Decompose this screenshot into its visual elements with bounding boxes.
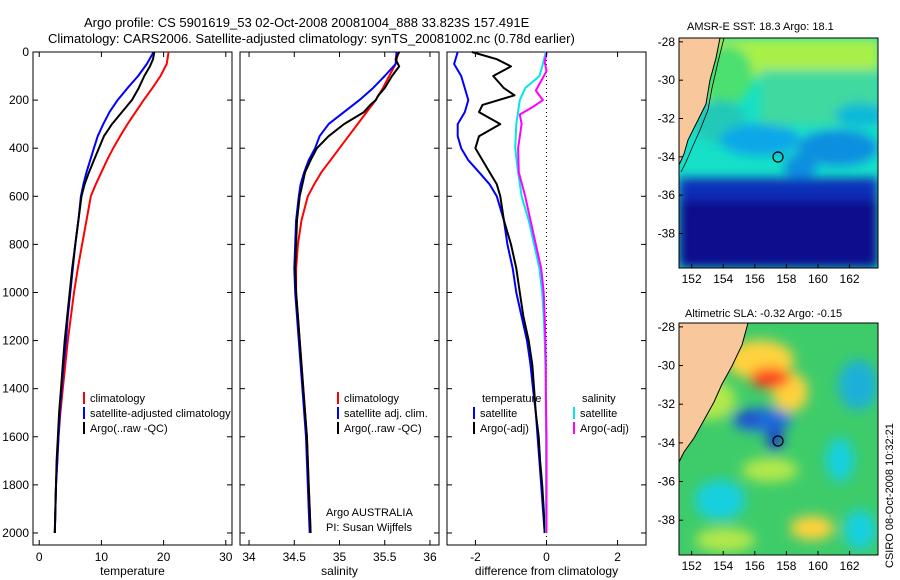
sla-map-title: Altimetric SLA: -0.32 Argo: -0.15 bbox=[685, 308, 842, 320]
y-tick-label: 1600 bbox=[2, 430, 29, 444]
legend-group-salinity: salinity bbox=[582, 393, 616, 405]
lon-tick-label: 158 bbox=[776, 272, 796, 286]
series-temperature-argo-adj- bbox=[471, 51, 546, 534]
legend-label-satellite: satellite-adjusted climatology bbox=[90, 408, 231, 420]
legend-group-temperature: temperature bbox=[482, 393, 541, 405]
australia-land bbox=[679, 38, 720, 165]
lat-tick-label: -38 bbox=[658, 227, 676, 241]
temperature-profile-panel: 0 10 20 30 0 200 400 600 800 1000 1200 1400 1600 1800… bbox=[2, 45, 232, 578]
argo-float-marker bbox=[772, 435, 784, 447]
sla-map-field bbox=[679, 323, 878, 555]
legend-label-sal-argo: Argo(-adj) bbox=[580, 423, 629, 435]
legend-label-sal-satellite: satellite bbox=[580, 408, 617, 420]
y-tick-label: 600 bbox=[9, 189, 29, 203]
temperature-legend: climatology satellite-adjusted climatolo… bbox=[83, 392, 231, 435]
credit-pi: PI: Susan Wijffels bbox=[326, 522, 412, 534]
legend-label-climatology: climatology bbox=[90, 393, 146, 405]
legend-label-temp-satellite: satellite bbox=[480, 408, 517, 420]
y-tick-label: 1800 bbox=[2, 478, 29, 492]
series-salinity-argo-adj- bbox=[517, 51, 548, 533]
legend-label-temp-argo: Argo(-adj) bbox=[480, 423, 529, 435]
lon-tick-label: 162 bbox=[840, 272, 860, 286]
x-tick-label: 35 bbox=[333, 550, 347, 564]
lat-tick-label: -28 bbox=[658, 320, 676, 334]
lat-tick-label: -32 bbox=[658, 397, 676, 411]
figure-title-line2: Climatology: CARS2006. Satellite-adjuste… bbox=[48, 31, 575, 46]
y-tick-label: 400 bbox=[9, 141, 29, 155]
lat-tick-label: -34 bbox=[658, 150, 676, 164]
y-tick-label: 2000 bbox=[2, 526, 29, 540]
lon-tick-label: 152 bbox=[682, 272, 702, 286]
x-tick-label: 34.5 bbox=[283, 550, 307, 564]
lon-tick-label: 160 bbox=[808, 272, 828, 286]
plot-area bbox=[239, 51, 440, 546]
legend-label-argo: Argo(..raw -QC) bbox=[90, 423, 168, 435]
x-tick-label: 20 bbox=[157, 550, 171, 564]
lat-tick-label: -32 bbox=[658, 112, 676, 126]
y-tick-label: 1400 bbox=[2, 382, 29, 396]
x-axis-label: temperature bbox=[100, 564, 165, 578]
lat-tick-label: -28 bbox=[658, 35, 676, 49]
x-tick-label: 35.5 bbox=[373, 550, 397, 564]
credit-agency: Argo AUSTRALIA bbox=[326, 507, 413, 519]
legend-label-satellite: satellite adj. clim. bbox=[344, 408, 428, 420]
x-tick-label: 10 bbox=[95, 550, 109, 564]
x-tick-label: 30 bbox=[219, 550, 233, 564]
series-argo-raw-qc- bbox=[53, 51, 156, 534]
lon-tick-label: 158 bbox=[776, 559, 796, 573]
salinity-profile-panel: 34 34.5 35 35.5 36 salinity bbox=[239, 51, 440, 578]
lon-tick-label: 156 bbox=[745, 272, 765, 286]
difference-legend: temperature satellite Argo(-adj) salinit… bbox=[473, 393, 629, 435]
sst-map-field bbox=[679, 38, 878, 268]
lat-tick-label: -36 bbox=[658, 188, 676, 202]
x-axis-label: difference from climatology bbox=[475, 564, 618, 578]
y-tick-label: 0 bbox=[22, 45, 29, 59]
x-tick-label: 0 bbox=[543, 550, 550, 564]
profile-plots: 0 10 20 30020040060080010001200140016001800… bbox=[2, 45, 647, 578]
figure-title-line1: Argo profile: CS 5901619_53 02-Oct-2008 … bbox=[84, 15, 530, 30]
map-frame bbox=[678, 322, 879, 556]
argo-float-marker bbox=[772, 151, 784, 163]
y-tick-label: 200 bbox=[9, 93, 29, 107]
series-argo-raw-qc- bbox=[294, 51, 401, 534]
x-tick-label: 0 bbox=[36, 550, 43, 564]
sst-map-title: AMSR-E SST: 18.3 Argo: 18.1 bbox=[687, 21, 834, 33]
salinity-legend: climatology satellite adj. clim. Argo(..… bbox=[337, 392, 428, 435]
y-tick-label: 1000 bbox=[2, 285, 29, 299]
lat-tick-label: -30 bbox=[658, 359, 676, 373]
x-axis-label: salinity bbox=[321, 564, 358, 578]
csiro-stamp: CSIRO 08-Oct-2008 10:32:21 bbox=[884, 423, 896, 568]
lon-tick-label: 156 bbox=[745, 559, 765, 573]
lon-tick-label: 154 bbox=[713, 272, 733, 286]
lat-tick-label: -36 bbox=[658, 475, 676, 489]
legend-label-climatology: climatology bbox=[344, 393, 400, 405]
legend-label-argo: Argo(..raw -QC) bbox=[344, 423, 422, 435]
lat-tick-label: -38 bbox=[658, 513, 676, 527]
y-tick-label: 800 bbox=[9, 237, 29, 251]
lon-tick-label: 162 bbox=[840, 559, 860, 573]
sst-map-axes: 152 154 156 158 160 162 -28 -30 -32 -34 -36 -38 bbox=[658, 35, 879, 286]
map-frame bbox=[678, 37, 879, 269]
y-tick-label: 1200 bbox=[2, 334, 29, 348]
x-tick-label: 34 bbox=[242, 550, 256, 564]
lon-tick-label: 154 bbox=[713, 559, 733, 573]
sla-map-axes: 152 154 156 158 160 162 -28 -30 -32 -34 -36 -38 bbox=[658, 320, 879, 573]
lon-tick-label: 160 bbox=[808, 559, 828, 573]
x-tick-label: 2 bbox=[614, 550, 621, 564]
lat-tick-label: -30 bbox=[658, 73, 676, 87]
lon-tick-label: 152 bbox=[682, 559, 702, 573]
x-tick-label: -2 bbox=[470, 550, 481, 564]
plot-area bbox=[32, 51, 233, 546]
lat-tick-label: -34 bbox=[658, 436, 676, 450]
x-tick-label: 36 bbox=[423, 550, 437, 564]
australia-land bbox=[679, 323, 748, 462]
